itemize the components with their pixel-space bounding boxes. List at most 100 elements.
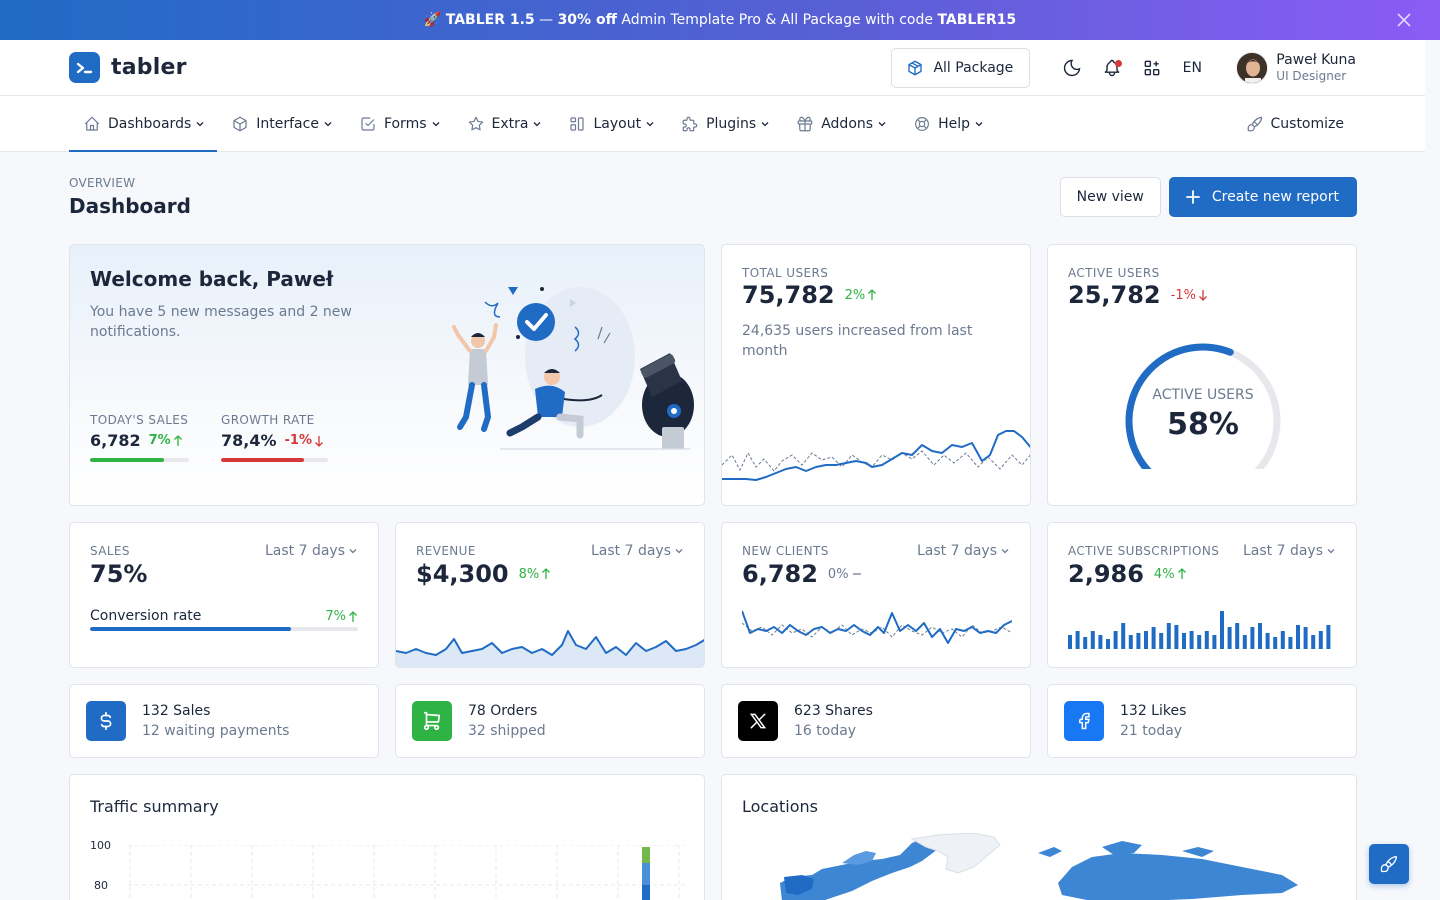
- growth-rate-label: GROWTH RATE: [221, 413, 315, 427]
- brand-name: tabler: [111, 55, 187, 80]
- subscriptions-bar: [1197, 635, 1202, 649]
- dark-mode-toggle[interactable]: [1052, 48, 1092, 88]
- lifebuoy-icon: [915, 116, 930, 131]
- nav-help-label: Help: [938, 115, 970, 132]
- language-selector[interactable]: EN: [1182, 59, 1202, 76]
- subscriptions-bar: [1311, 635, 1316, 649]
- sales-stat-card: 132 Sales 12 waiting payments: [69, 684, 379, 758]
- brand[interactable]: tabler: [69, 52, 187, 83]
- new-clients-line-chart: [742, 610, 1012, 644]
- banner-text: Admin Template Pro & All Package with co…: [616, 12, 938, 28]
- gift-icon: [797, 116, 813, 131]
- revenue-card: REVENUE Last 7 days $4,300 8%: [395, 522, 705, 668]
- nav-plugins[interactable]: Plugins: [667, 96, 782, 151]
- subscriptions-bar: [1273, 637, 1278, 649]
- nav-customize[interactable]: Customize: [1232, 96, 1357, 151]
- arrow-down-icon: [315, 435, 323, 447]
- todays-sales-stat: TODAY'S SALES 6,782 7%: [90, 413, 189, 462]
- new-clients-label: NEW CLIENTS: [742, 544, 829, 558]
- nav-layout-label: Layout: [593, 115, 642, 132]
- orders-stat-card: 78 Orders 32 shipped: [395, 684, 705, 758]
- active-users-value: 25,782: [1068, 281, 1161, 309]
- nav-layout[interactable]: Layout: [554, 96, 667, 151]
- subscriptions-bar: [1296, 625, 1300, 649]
- likes-stat-card: 132 Likes 21 today: [1047, 684, 1357, 758]
- subscriptions-period-dropdown[interactable]: Last 7 days: [1243, 543, 1336, 559]
- arrow-up-icon: [1177, 568, 1186, 579]
- brand-x-icon: [738, 701, 778, 741]
- nav-forms-label: Forms: [383, 115, 427, 132]
- bell-icon: [1104, 59, 1120, 76]
- active-users-label: ACTIVE USERS: [1068, 266, 1160, 280]
- subscriptions-bar: [1204, 631, 1209, 649]
- subscriptions-bar: [1151, 627, 1156, 649]
- nav-addons-label: Addons: [821, 115, 874, 132]
- sales-sub: 12 waiting payments: [142, 723, 290, 739]
- create-report-label: Create new report: [1211, 189, 1339, 205]
- gauge-value: 58%: [1167, 407, 1239, 442]
- likes-sub: 21 today: [1120, 723, 1183, 739]
- package-icon: [908, 60, 923, 75]
- subscriptions-bar: [1083, 637, 1088, 649]
- subscriptions-value: 2,986: [1068, 560, 1144, 588]
- subscriptions-bar: [1098, 635, 1103, 649]
- shares-sub: 16 today: [794, 723, 857, 739]
- brush-icon: [1380, 855, 1398, 873]
- subscriptions-bar: [1128, 635, 1133, 649]
- close-icon[interactable]: [1396, 12, 1412, 28]
- nav-extra[interactable]: Extra: [453, 96, 555, 151]
- currency-dollar-icon: [86, 701, 126, 741]
- todays-sales-label: TODAY'S SALES: [90, 413, 189, 427]
- subscriptions-bar: [1258, 623, 1262, 649]
- notifications-button[interactable]: [1092, 48, 1132, 88]
- nav-extra-label: Extra: [491, 115, 529, 132]
- traffic-summary-title: Traffic summary: [90, 797, 219, 816]
- plus-icon: [1185, 190, 1200, 204]
- package-icon: [233, 116, 247, 131]
- chevron-down-icon: [1327, 549, 1335, 554]
- welcome-illustration: [452, 287, 694, 450]
- minus-icon: [852, 573, 861, 575]
- theme-settings-button[interactable]: [1369, 844, 1409, 884]
- subscriptions-bar: [1090, 631, 1095, 649]
- chevron-down-icon: [534, 121, 541, 126]
- nav-help[interactable]: Help: [899, 96, 996, 151]
- nav-customize-label: Customize: [1270, 115, 1345, 132]
- new-clients-delta: 0%: [828, 567, 863, 582]
- layout-icon: [570, 116, 585, 131]
- avatar: [1236, 51, 1269, 84]
- locations-card: Locations: [721, 774, 1357, 900]
- subscriptions-bar: [1144, 631, 1148, 649]
- create-report-button[interactable]: Create new report: [1168, 177, 1357, 217]
- revenue-period-dropdown[interactable]: Last 7 days: [591, 543, 684, 559]
- nav-addons[interactable]: Addons: [782, 96, 899, 151]
- user-menu[interactable]: Paweł Kuna UI Designer: [1236, 51, 1356, 84]
- subscriptions-bar: [1166, 623, 1171, 649]
- sales-label: SALES: [90, 544, 130, 558]
- chevron-down-icon: [761, 121, 769, 126]
- subscriptions-bar: [1303, 627, 1308, 649]
- traffic-summary-card: Traffic summary 100 80: [69, 774, 705, 900]
- page-header: OVERVIEW Dashboard New view Create new r…: [69, 176, 1357, 218]
- all-package-button[interactable]: All Package: [891, 47, 1031, 88]
- sales-period-dropdown[interactable]: Last 7 days: [265, 543, 358, 559]
- subscriptions-bar: [1242, 635, 1247, 649]
- nav-forms[interactable]: Forms: [345, 96, 453, 151]
- new-view-button[interactable]: New view: [1059, 177, 1161, 217]
- nav-dashboards[interactable]: Dashboards: [69, 96, 218, 152]
- user-role: UI Designer: [1276, 68, 1347, 83]
- chevron-down-icon: [878, 121, 886, 126]
- chevron-down-icon: [646, 121, 654, 126]
- apps-button[interactable]: [1132, 48, 1172, 88]
- revenue-delta: 8%: [519, 567, 552, 582]
- traffic-chart: [128, 845, 688, 900]
- subscriptions-bar: [1159, 633, 1164, 649]
- welcome-card: Welcome back, Paweł You have 5 new messa…: [69, 244, 705, 506]
- all-package-label: All Package: [933, 59, 1014, 76]
- banner-offer: 30% off: [557, 12, 617, 28]
- new-clients-period-dropdown[interactable]: Last 7 days: [917, 543, 1010, 559]
- active-subscriptions-card: ACTIVE SUBSCRIPTIONS Last 7 days 2,986 4…: [1047, 522, 1357, 668]
- nav-interface[interactable]: Interface: [217, 96, 345, 151]
- todays-sales-value: 6,782: [90, 431, 141, 450]
- locations-title: Locations: [742, 797, 819, 816]
